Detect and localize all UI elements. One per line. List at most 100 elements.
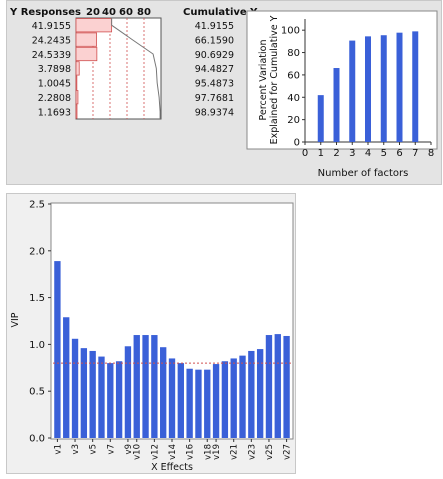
vip-xtick-v10: v10 [133,444,143,460]
response-value-6: 2.2808 [38,93,71,104]
vip-bar-v27 [283,335,290,438]
scale-label-20: 20 [86,7,100,18]
vip-xlabel: X Effects [151,462,193,473]
variation-summary-svg: Y Responses 20 40 60 80 Cumulative Y 41.… [9,7,438,179]
cumulative-value-6: 97.7681 [195,93,234,104]
vip-bar-v12 [151,335,158,438]
vip-ytick-2.5: 2.5 [29,200,45,211]
vip-bar-v16 [186,368,193,438]
cum-bar-2 [333,68,340,142]
vip-bar-v26 [274,334,281,438]
cumulative-value-7: 98.9374 [195,107,234,118]
cumulative-value-3: 90.6929 [195,50,234,61]
vip-bar-v9 [124,346,132,438]
cum-ytick-80: 80 [287,48,300,59]
response-value-1: 41.9155 [32,21,71,32]
cum-xtick-1: 1 [318,148,324,159]
cum-ytick-0: 0 [294,138,300,149]
response-value-2: 24.2435 [32,35,71,46]
vip-xtick-v12: v12 [150,444,160,460]
cum-bar-5 [380,35,387,142]
vip-bar-v3 [71,338,79,438]
vip-bar-v23 [248,350,255,438]
vip-ytick-1.0: 1.0 [29,340,45,351]
vip-xtick-v14: v14 [168,444,178,460]
mini-bar-1 [75,18,113,33]
cum-ytick-20: 20 [287,115,300,126]
cumulative-value-1: 41.9155 [195,21,234,32]
cumulative-chart-ylabel-line2: Explained for Cumulative Y [269,15,280,144]
cum-xtick-3: 3 [349,148,355,159]
vip-ytick-0.0: 0.0 [29,434,45,445]
vip-xtick-v18: v18 [203,444,213,460]
vip-xtick-v7: v7 [106,444,116,454]
vip-xtick-v1: v1 [53,444,63,454]
vip-bar-v11 [142,335,149,438]
cum-ytick-100: 100 [281,26,300,37]
vip-bar-v6 [98,356,105,438]
vip-bar-v8 [115,361,123,438]
vip-bar-v5 [89,350,96,438]
vip-ytick-2.0: 2.0 [29,246,45,257]
vip-xtick-v25: v25 [265,444,275,460]
cum-xtick-4: 4 [365,148,371,159]
vip-xtick-v16: v16 [186,444,196,460]
vip-bar-v7 [107,363,114,438]
vip-ylabel: VIP [10,312,21,327]
mini-bar-4 [75,61,80,76]
cum-bar-3 [349,40,356,142]
cumulative-value-5: 95.4873 [195,79,234,90]
vip-xtick-v27: v27 [283,444,293,460]
cumulative-value-4: 94.4827 [195,64,234,75]
response-value-7: 1.1693 [38,107,71,118]
values-column: 41.9155 24.2435 24.5339 3.7898 1.0045 2.2808 1… [32,21,71,118]
mini-bar-6 [75,90,79,105]
cum-bar-4 [365,36,371,142]
mini-bar-3 [75,46,98,62]
mini-bar-5 [75,75,78,90]
vip-xtick-v21: v21 [230,444,240,460]
vip-bar-v20 [221,361,229,438]
y-responses-header: Y Responses [9,7,81,18]
cumulative-chart-frame [246,10,438,150]
vip-bar-v19 [212,364,220,438]
cumulative-column: 41.9155 66.1590 90.6929 94.4827 95.4873 97.76… [195,21,234,118]
vip-xtick-v9: v9 [124,444,134,454]
cum-xtick-6: 6 [396,148,402,159]
cum-xtick-7: 7 [412,148,418,159]
vip-xtick-v23: v23 [247,444,257,460]
vip-bar-v24 [256,349,264,438]
cumulative-chart-xlabel: Number of factors [318,168,409,179]
mini-bar-7 [75,104,78,119]
vip-ytick-0.5: 0.5 [29,387,45,398]
cum-ytick-40: 40 [287,93,300,104]
vip-panel: 0.0 0.5 1.0 1.5 2.0 2.5 v1 v3 v5 v7 v9 v10 v12 v14 v16… [6,193,296,474]
vip-bar-v14 [168,358,176,438]
cumulative-y-header: Cumulative Y [183,7,258,18]
scale-label-60: 60 [119,7,133,18]
vip-ytick-1.5: 1.5 [29,293,45,304]
mini-cumulative-curve [111,18,161,119]
mini-bars-group [75,18,161,119]
cum-bar-6 [396,32,403,142]
vip-bar-v10 [133,335,140,438]
vip-xtick-v19: v19 [212,444,222,460]
variation-summary-panel: Y Responses 20 40 60 80 Cumulative Y 41.… [6,0,442,185]
vip-bar-v4 [80,348,88,438]
cum-xtick-0: 0 [302,148,308,159]
cum-xtick-5: 5 [381,148,387,159]
vip-bar-v15 [177,363,184,438]
cum-ytick-60: 60 [287,70,300,81]
vip-bar-v18 [204,369,211,438]
vip-bar-v13 [160,347,167,438]
cumulative-value-2: 66.1590 [195,35,234,46]
vip-bar-v2 [63,317,70,438]
cum-xtick-8: 8 [428,148,434,159]
vip-bar-v17 [195,369,202,438]
scale-label-40: 40 [102,7,116,18]
response-value-4: 3.7898 [38,64,71,75]
response-value-5: 1.0045 [38,79,71,90]
